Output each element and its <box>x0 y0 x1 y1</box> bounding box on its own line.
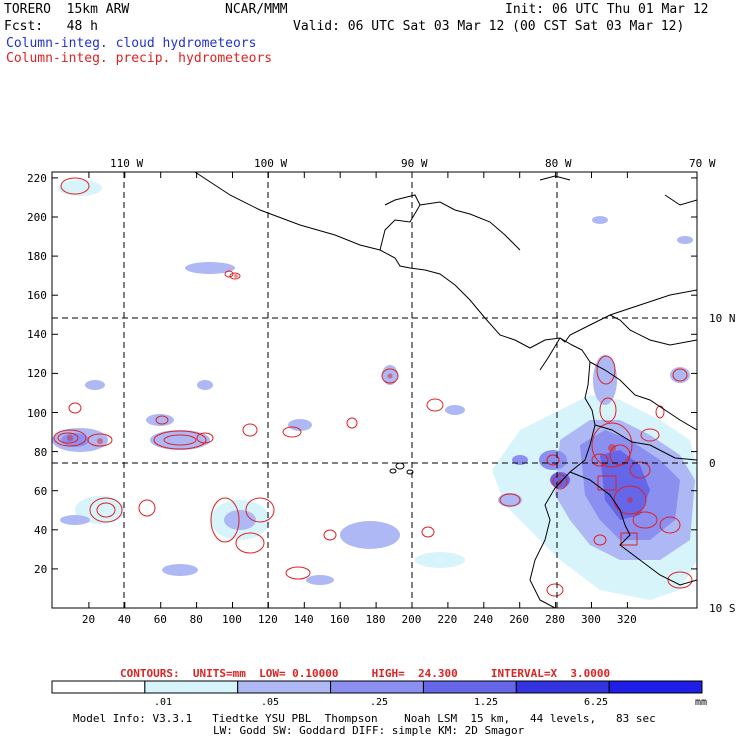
lat-label: 0 <box>709 457 716 470</box>
colorbar-level: .25 <box>370 697 389 708</box>
x-tick-label: 80 <box>189 613 203 626</box>
x-tick-label: 40 <box>117 613 132 626</box>
colorbar-swatch <box>608 680 703 694</box>
colorbar-level: .01 <box>154 697 173 708</box>
x-tick-label: 20 <box>81 613 96 626</box>
init-time: Init: 06 UTC Thu 01 Mar 12 <box>505 2 709 17</box>
colorbar-swatch <box>515 680 610 694</box>
colorbar-swatch <box>330 680 424 694</box>
colorbar <box>51 680 703 694</box>
lon-label: 80 W <box>545 157 572 170</box>
shaded-field <box>52 172 697 608</box>
x-tick-label: 200 <box>401 613 422 626</box>
colorbar-swatch <box>51 680 146 694</box>
y-tick-label: 120 <box>27 367 47 381</box>
x-tick-label: 60 <box>153 613 167 626</box>
model-info-line2: LW: Godd SW: Goddard DIFF: simple KM: 2D… <box>213 724 525 737</box>
field-cloud-label: Column-integ. cloud hydrometeors <box>6 36 257 51</box>
x-tick-label: 300 <box>581 613 601 626</box>
y-tick-label: 180 <box>27 250 47 264</box>
center-label: NCAR/MMM <box>225 2 288 17</box>
lon-label: 100 W <box>254 157 288 170</box>
colorbar-swatch <box>422 680 517 694</box>
x-tick-label: 140 <box>293 613 314 626</box>
y-tick-label: 160 <box>27 289 47 303</box>
valid-time: Valid: 06 UTC Sat 03 Mar 12 (00 CST Sat … <box>293 19 685 34</box>
y-tick-label: 80 <box>34 445 48 459</box>
y-tick-label: 100 <box>27 406 47 420</box>
colorbar-level: 6.25 <box>584 697 609 708</box>
x-tick-label: 180 <box>365 613 386 626</box>
x-tick-label: 220 <box>437 613 458 626</box>
y-tick-label: 140 <box>27 328 47 342</box>
contours-info: CONTOURS: UNITS=mm LOW= 0.10000 HIGH= 24… <box>120 667 611 680</box>
lat-label: 10 N <box>709 312 736 325</box>
x-tick-label: 100 <box>222 613 242 626</box>
map-frame <box>51 171 698 609</box>
field-precip-label: Column-integ. precip. hydrometeors <box>6 51 273 66</box>
colorbar-swatch <box>237 680 332 694</box>
model-title: TORERO 15km ARW <box>4 2 130 17</box>
x-tick-label: 120 <box>257 613 278 626</box>
graticule <box>52 172 697 608</box>
lon-label: 90 W <box>401 157 428 170</box>
x-tick-label: 240 <box>473 613 494 626</box>
y-tick-label: 200 <box>27 211 47 224</box>
lon-label: 70 W <box>689 157 716 170</box>
x-tick-label: 280 <box>545 613 565 626</box>
colorbar-swatch <box>144 680 239 694</box>
colorbar-units: mm <box>695 697 708 708</box>
y-tick-label: 220 <box>27 171 47 185</box>
forecast-hour: Fcst: 48 h <box>4 19 98 34</box>
y-tick-label: 60 <box>34 484 48 498</box>
y-tick-label: 40 <box>34 523 48 537</box>
y-tick-label: 20 <box>34 562 48 576</box>
lon-label: 110 W <box>110 157 144 170</box>
colorbar-level: 1.25 <box>474 697 499 708</box>
x-tick-label: 320 <box>616 613 637 626</box>
lat-label: 10 S <box>709 602 736 615</box>
x-tick-label: 260 <box>509 613 530 626</box>
x-tick-label: 160 <box>329 613 350 626</box>
colorbar-level: .05 <box>261 697 280 708</box>
model-info-line1: Model Info: V3.3.1 Tiedtke YSU PBL Thomp… <box>73 712 656 725</box>
